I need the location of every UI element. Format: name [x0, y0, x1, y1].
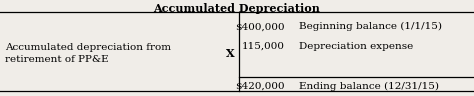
Text: Beginning balance (1/1/15): Beginning balance (1/1/15): [299, 22, 442, 31]
Text: $420,000: $420,000: [235, 82, 284, 91]
Text: Ending balance (12/31/15): Ending balance (12/31/15): [299, 82, 438, 91]
Text: 115,000: 115,000: [241, 42, 284, 51]
Text: $400,000: $400,000: [235, 22, 284, 31]
Text: X: X: [226, 48, 235, 59]
Text: Accumulated Depreciation: Accumulated Depreciation: [154, 3, 320, 14]
Text: Accumulated depreciation from
retirement of PP&E: Accumulated depreciation from retirement…: [5, 43, 171, 64]
Text: Depreciation expense: Depreciation expense: [299, 42, 413, 51]
